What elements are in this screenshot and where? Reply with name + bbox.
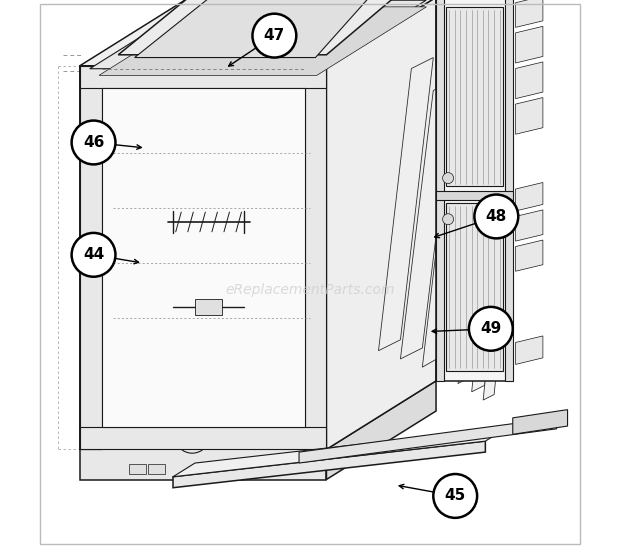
Polygon shape [513, 410, 567, 434]
Circle shape [175, 418, 210, 453]
Polygon shape [515, 26, 543, 63]
Polygon shape [515, 336, 543, 364]
Polygon shape [80, 381, 436, 449]
Polygon shape [80, 66, 327, 449]
Text: 44: 44 [83, 247, 104, 262]
Polygon shape [436, 0, 444, 381]
Polygon shape [515, 210, 543, 241]
Polygon shape [515, 62, 543, 99]
Polygon shape [515, 182, 543, 211]
Polygon shape [446, 7, 503, 186]
Polygon shape [327, 381, 436, 480]
Polygon shape [99, 7, 427, 75]
Polygon shape [515, 98, 543, 134]
Polygon shape [458, 151, 498, 384]
Polygon shape [327, 0, 436, 449]
Polygon shape [515, 240, 543, 271]
Polygon shape [94, 374, 422, 443]
Circle shape [443, 214, 454, 225]
Circle shape [433, 474, 477, 518]
Circle shape [72, 121, 115, 164]
Polygon shape [422, 101, 472, 367]
Polygon shape [80, 449, 327, 480]
Circle shape [443, 173, 454, 184]
Polygon shape [80, 427, 327, 449]
Circle shape [72, 233, 115, 277]
Polygon shape [446, 203, 503, 371]
Polygon shape [436, 0, 513, 381]
Polygon shape [80, 66, 327, 88]
Polygon shape [102, 88, 304, 427]
Polygon shape [436, 191, 513, 200]
Text: 49: 49 [480, 321, 502, 336]
Polygon shape [515, 0, 543, 27]
Polygon shape [118, 0, 397, 55]
Polygon shape [135, 0, 370, 58]
Text: 46: 46 [83, 135, 104, 150]
Circle shape [182, 426, 202, 446]
Text: 47: 47 [264, 28, 285, 43]
Circle shape [469, 307, 513, 351]
Polygon shape [80, 0, 436, 66]
Polygon shape [401, 79, 455, 359]
Text: 45: 45 [445, 488, 466, 504]
Polygon shape [173, 441, 485, 488]
Polygon shape [483, 208, 513, 400]
Polygon shape [90, 0, 426, 68]
Polygon shape [299, 418, 557, 463]
Text: 48: 48 [485, 209, 507, 224]
Text: eReplacementParts.com: eReplacementParts.com [225, 283, 395, 298]
Polygon shape [304, 66, 327, 449]
Bar [129, 464, 146, 474]
Polygon shape [195, 299, 223, 315]
Circle shape [252, 14, 296, 58]
Circle shape [474, 195, 518, 238]
Bar [148, 464, 165, 474]
Polygon shape [472, 180, 507, 392]
Polygon shape [80, 66, 102, 449]
Polygon shape [80, 66, 102, 449]
Polygon shape [441, 123, 487, 375]
Polygon shape [173, 427, 507, 477]
Polygon shape [505, 0, 513, 381]
Polygon shape [378, 58, 433, 351]
